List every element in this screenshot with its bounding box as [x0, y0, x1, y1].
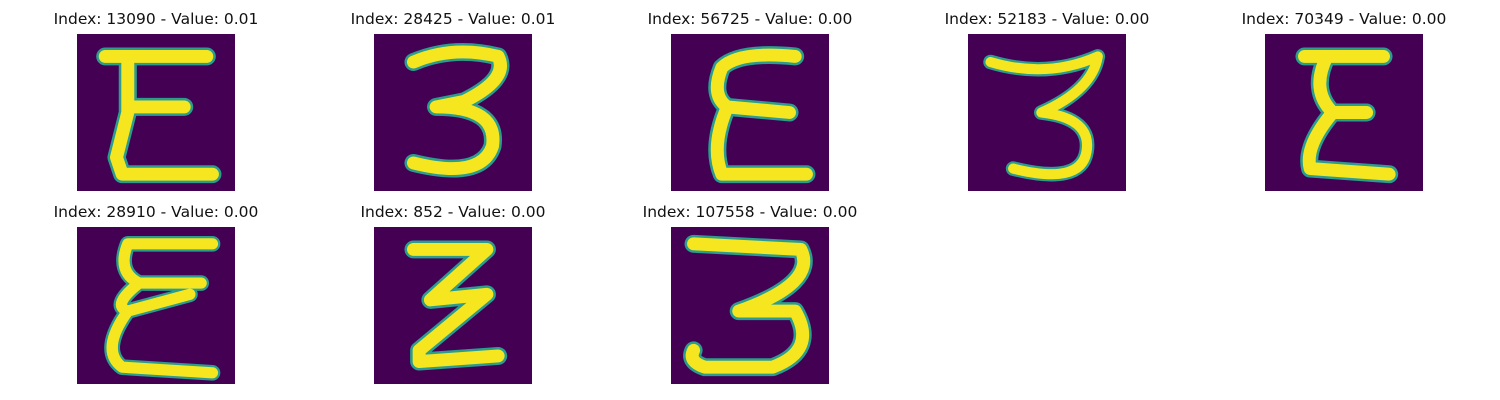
image-title: Index: 28425 - Value: 0.01 — [350, 10, 556, 28]
three-glyph — [983, 49, 1106, 182]
digit-image — [1265, 34, 1423, 191]
three-glyph — [683, 234, 813, 377]
z-glyph — [404, 240, 508, 371]
image-title: Index: 52183 - Value: 0.00 — [944, 10, 1150, 28]
e-glyph — [708, 46, 816, 184]
e-glyph — [96, 47, 222, 184]
digit-image — [374, 227, 532, 384]
image-panel: Index: 28910 - Value: 0.00 — [26, 193, 286, 385]
image-panel: Index: 28425 - Value: 0.01 — [323, 0, 583, 192]
e-glyph — [104, 235, 221, 381]
digit-image — [671, 34, 829, 191]
digit-image — [968, 34, 1126, 191]
image-title: Index: 56725 - Value: 0.00 — [647, 10, 853, 28]
image-panel: Index: 70349 - Value: 0.00 — [1214, 0, 1474, 192]
image-panel: Index: 56725 - Value: 0.00 — [620, 0, 880, 192]
digit-image — [77, 227, 235, 384]
e-glyph — [1295, 47, 1399, 184]
image-title: Index: 70349 - Value: 0.00 — [1241, 10, 1447, 28]
image-title: Index: 852 - Value: 0.00 — [360, 203, 546, 221]
image-panel: Index: 852 - Value: 0.00 — [323, 193, 583, 385]
image-panel: Index: 107558 - Value: 0.00 — [620, 193, 880, 385]
image-title: Index: 13090 - Value: 0.01 — [53, 10, 259, 28]
image-title: Index: 28910 - Value: 0.00 — [53, 203, 259, 221]
image-title: Index: 107558 - Value: 0.00 — [642, 203, 858, 221]
three-glyph — [404, 42, 510, 178]
digit-image — [374, 34, 532, 191]
image-panel: Index: 13090 - Value: 0.01 — [26, 0, 286, 192]
digit-image — [671, 227, 829, 384]
image-panel: Index: 52183 - Value: 0.00 — [917, 0, 1177, 192]
digit-image — [77, 34, 235, 191]
